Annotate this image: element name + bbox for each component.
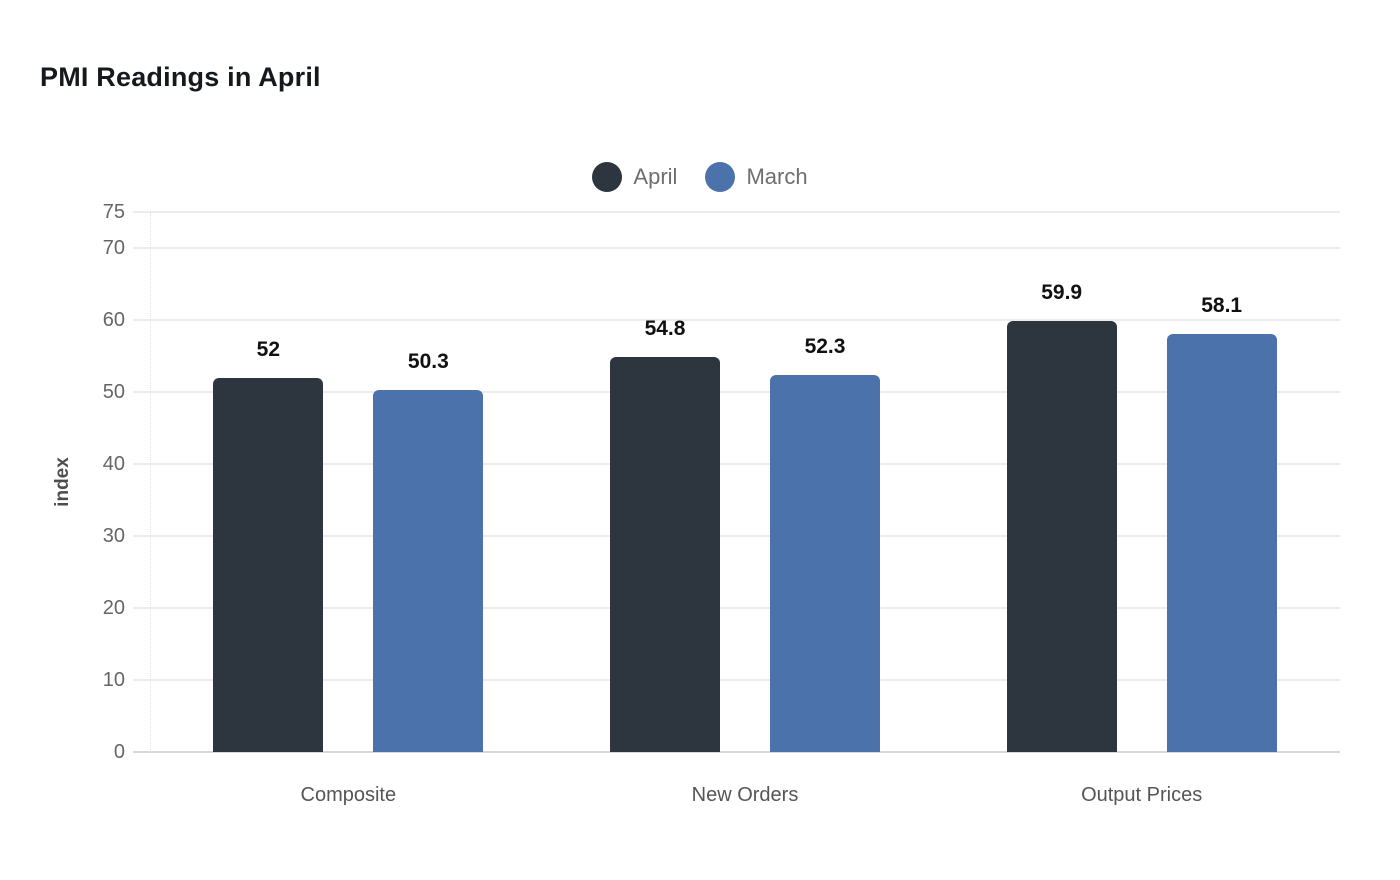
x-category-label-composite: Composite (300, 784, 397, 806)
y-tick-label-10: 10 (102, 669, 125, 691)
gridline-75 (133, 211, 1340, 213)
y-tick-label-70: 70 (102, 237, 125, 259)
y-tick-label-60: 60 (102, 309, 125, 331)
bar-value-label-april-output-prices: 59.9 (1041, 280, 1083, 304)
bar-value-label-april-composite: 52 (256, 337, 280, 361)
gridline-50 (133, 391, 1340, 393)
y-tick-label-50: 50 (102, 381, 125, 403)
gridline-30 (133, 535, 1340, 537)
legend-marker-april-icon (592, 162, 623, 192)
legend-item-march[interactable]: March (705, 162, 808, 192)
legend-item-april[interactable]: April (592, 162, 677, 192)
gridline-10 (133, 679, 1340, 681)
bar-march-new-orders[interactable] (770, 375, 880, 752)
bar-value-label-march-new-orders: 52.3 (804, 335, 846, 359)
legend-label-april: April (633, 164, 678, 189)
bar-value-label-march-output-prices: 58.1 (1201, 293, 1243, 317)
y-tick-label-40: 40 (102, 453, 125, 475)
y-tick-label-0: 0 (113, 741, 125, 763)
x-category-label-new-orders: New Orders (691, 784, 799, 806)
gridline-40 (133, 463, 1340, 465)
bar-march-output-prices[interactable] (1166, 333, 1277, 752)
gridline-0 (133, 751, 1340, 753)
bar-april-new-orders[interactable] (610, 357, 720, 752)
y-tick-label-30: 30 (102, 525, 125, 547)
gridline-70 (133, 247, 1340, 249)
legend-marker-march-icon (705, 162, 736, 192)
bar-april-composite[interactable] (213, 377, 324, 752)
bar-value-label-april-new-orders: 54.8 (644, 317, 686, 341)
chart-legend: April March (0, 162, 1400, 192)
y-tick-label-20: 20 (102, 597, 125, 619)
y-axis-line (150, 212, 151, 752)
chart-title: PMI Readings in April (40, 62, 321, 92)
y-tick-label-75: 75 (102, 201, 125, 223)
bar-april-output-prices[interactable] (1006, 320, 1117, 752)
y-axis-title: index (52, 457, 73, 507)
bar-march-composite[interactable] (373, 389, 484, 752)
gridline-20 (133, 607, 1340, 609)
x-category-label-output-prices: Output Prices (1081, 784, 1203, 806)
legend-label-march: March (746, 164, 808, 189)
bar-value-label-march-composite: 50.3 (407, 349, 449, 373)
gridline-60 (133, 319, 1340, 321)
